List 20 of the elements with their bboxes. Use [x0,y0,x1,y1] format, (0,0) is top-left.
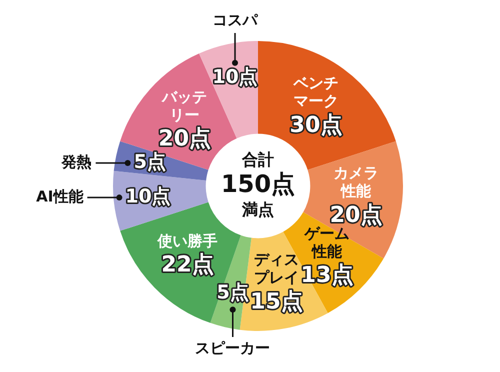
slice-label: AI性能 [36,187,84,206]
slice-label: ベンチマーク [292,74,338,110]
data-label: 20点 [158,126,212,152]
text: 合計 [241,150,274,170]
slice-label: コスパ [212,10,259,29]
slice-label: バッテリー [161,88,208,124]
slice-label: カメラ性能 [334,164,379,200]
text: 満点 [241,200,274,220]
text: 150点 [220,170,296,198]
data-label: 10点 [212,66,258,88]
slice-label: 使い勝手 [156,232,218,250]
slice-label: 発熱 [60,152,92,171]
data-label: 5点 [134,150,166,173]
data-label: 13点 [300,263,354,288]
data-label: 30点 [290,112,342,138]
data-label: 15点 [250,290,303,315]
data-label: 10点 [125,186,171,208]
slice-label: ディスプレイ [254,250,299,287]
data-label: 22点 [161,252,214,278]
slice-label: スピーカー [195,338,270,357]
